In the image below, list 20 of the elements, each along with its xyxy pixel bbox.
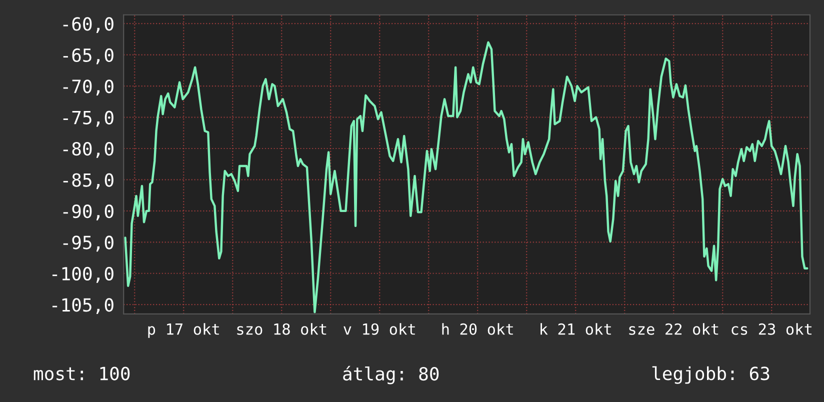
x-tick-label: h 20 okt — [442, 323, 513, 335]
text: most: 100 — [34, 366, 130, 380]
y-tick-label: -100,0 — [52, 266, 114, 283]
x-tick-label: p 17 okt — [148, 323, 219, 338]
y-tick-label: -80,0 — [63, 142, 114, 158]
y-tick-label: -90,0 — [63, 204, 114, 220]
y-tick-label: -70,0 — [63, 80, 114, 96]
x-tick-label: v 19 okt — [344, 323, 415, 335]
y-tick-label: -60,0 — [63, 17, 114, 34]
x-tick-label: szo 18 okt — [237, 323, 326, 335]
y-tick-label: -95,0 — [63, 236, 114, 252]
x-tick-label: k 21 okt — [540, 323, 611, 335]
x-tick-label: cs 23 okt — [732, 323, 812, 335]
y-tick-label: -65,0 — [63, 48, 114, 64]
text: átlag: 80 — [343, 366, 439, 384]
y-tick-label: -105,0 — [52, 298, 114, 314]
x-tick-label: sze 22 okt — [629, 323, 718, 335]
y-tick-label: -85,0 — [63, 173, 114, 190]
y-tick-label: -75,0 — [63, 110, 114, 127]
text: legjobb: 63 — [652, 366, 770, 384]
